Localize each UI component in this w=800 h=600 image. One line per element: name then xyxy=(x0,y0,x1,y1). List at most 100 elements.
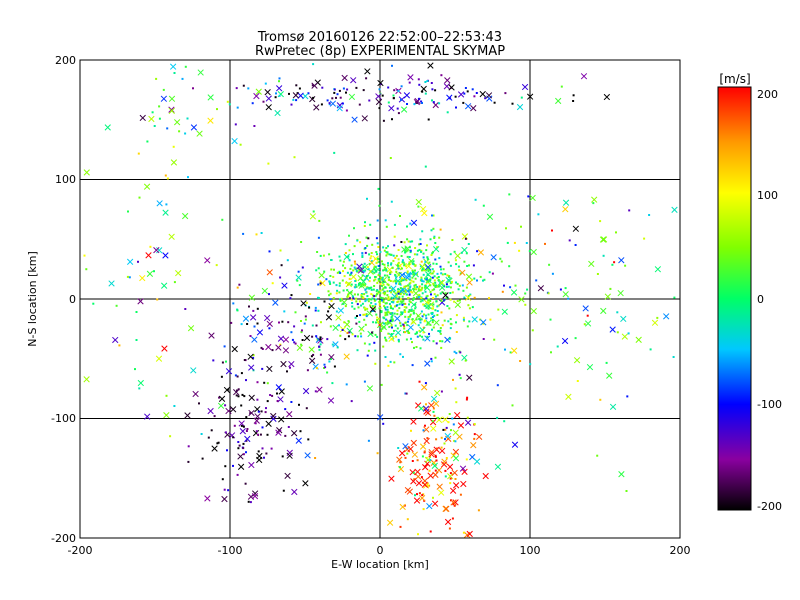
data-point-dot xyxy=(348,259,351,262)
data-point-dot xyxy=(428,332,430,335)
data-point-dot xyxy=(421,269,423,272)
data-point-dot xyxy=(394,292,397,295)
data-point-dot xyxy=(417,324,420,327)
data-point-dot xyxy=(398,272,401,275)
data-point-dot xyxy=(328,253,331,256)
data-point-x xyxy=(302,387,310,395)
data-point-dot xyxy=(427,299,430,301)
data-point-dot xyxy=(574,244,577,246)
data-point-dot xyxy=(416,286,419,288)
data-point-dot xyxy=(429,279,432,281)
data-point-dot xyxy=(342,289,345,292)
data-point-dot xyxy=(376,242,379,245)
data-point-dot xyxy=(416,335,419,338)
data-point-dot xyxy=(453,300,456,303)
data-point-dot xyxy=(350,283,353,286)
data-point-dot xyxy=(426,80,429,82)
data-point-dot xyxy=(419,238,422,241)
data-point-dot xyxy=(339,272,342,274)
data-point-dot xyxy=(505,227,507,230)
data-point-dot xyxy=(330,358,332,360)
data-point-dot xyxy=(275,92,277,95)
data-point-dot xyxy=(319,282,322,285)
data-point-dot xyxy=(223,345,226,348)
data-point-dot xyxy=(165,203,168,206)
data-point-dot xyxy=(242,425,245,428)
data-point-dot xyxy=(405,338,408,341)
data-point-x xyxy=(329,100,337,107)
data-point-dot xyxy=(333,88,336,91)
data-point-dot xyxy=(488,297,490,300)
data-point-x xyxy=(459,465,467,472)
data-point-dot xyxy=(151,111,154,114)
data-point-dot xyxy=(426,256,429,259)
data-point-dot xyxy=(291,338,294,341)
data-point-dot xyxy=(429,300,432,302)
data-point-x xyxy=(304,452,311,459)
data-point-dot xyxy=(549,318,552,321)
data-point-dot xyxy=(388,279,391,281)
data-point-dot xyxy=(496,384,499,387)
data-point-dot xyxy=(377,258,380,261)
data-point-x xyxy=(264,89,271,96)
data-point-dot xyxy=(280,264,283,267)
data-point-dot xyxy=(616,311,619,314)
data-point-dot xyxy=(431,328,433,331)
data-point-dot xyxy=(344,338,347,341)
data-point-dot xyxy=(379,250,382,253)
data-point-x xyxy=(635,336,642,343)
data-point-x xyxy=(366,385,374,392)
data-point-dot xyxy=(374,333,377,336)
data-point-x xyxy=(433,319,440,326)
data-point-x xyxy=(161,345,168,352)
data-point-x xyxy=(251,493,259,500)
data-point-dot xyxy=(382,246,385,249)
data-point-dot xyxy=(449,482,452,485)
data-point-dot xyxy=(326,99,329,102)
x-axis: -200 -100 0 100 200 xyxy=(68,544,691,557)
data-point-dot xyxy=(422,303,425,306)
data-point-dot xyxy=(389,290,391,293)
data-point-dot xyxy=(301,339,304,341)
data-point-dot xyxy=(473,433,476,436)
data-point-dot xyxy=(295,84,298,87)
data-point-dot xyxy=(328,360,331,363)
data-point-dot xyxy=(428,469,431,472)
data-point-dot xyxy=(439,329,442,332)
data-point-dot xyxy=(260,410,263,413)
data-point-dot xyxy=(444,469,447,472)
data-point-x xyxy=(290,430,298,437)
data-point-dot xyxy=(411,291,414,294)
data-point-dot xyxy=(390,253,393,256)
data-point-dot xyxy=(414,494,416,497)
data-point-dot xyxy=(158,117,161,120)
data-point-x xyxy=(555,97,562,105)
data-point-x xyxy=(242,315,250,322)
data-point-dot xyxy=(418,243,421,246)
data-point-x xyxy=(399,503,406,511)
data-point-x xyxy=(361,115,368,122)
data-point-dot xyxy=(404,251,407,254)
data-point-dot xyxy=(430,272,433,275)
data-point-dot xyxy=(281,455,284,458)
data-point-dot xyxy=(318,348,321,351)
data-point-dot xyxy=(415,331,418,334)
data-point-dot xyxy=(448,413,451,415)
data-point-dot xyxy=(378,272,381,275)
data-point-x xyxy=(343,353,350,360)
data-point-dot xyxy=(213,415,216,418)
data-point-x xyxy=(332,341,339,348)
data-point-dot xyxy=(118,344,121,347)
data-point-dot xyxy=(427,313,430,316)
data-point-dot xyxy=(240,372,243,375)
data-point-dot xyxy=(391,314,394,317)
data-point-dot xyxy=(431,88,434,91)
data-point-x xyxy=(309,213,317,220)
data-point-dot xyxy=(439,265,442,268)
data-point-dot xyxy=(397,249,400,251)
data-point-x xyxy=(473,458,481,465)
data-point-dot xyxy=(328,280,331,283)
data-point-dot xyxy=(383,293,386,296)
data-point-dot xyxy=(458,299,461,302)
data-point-dot xyxy=(420,278,423,281)
